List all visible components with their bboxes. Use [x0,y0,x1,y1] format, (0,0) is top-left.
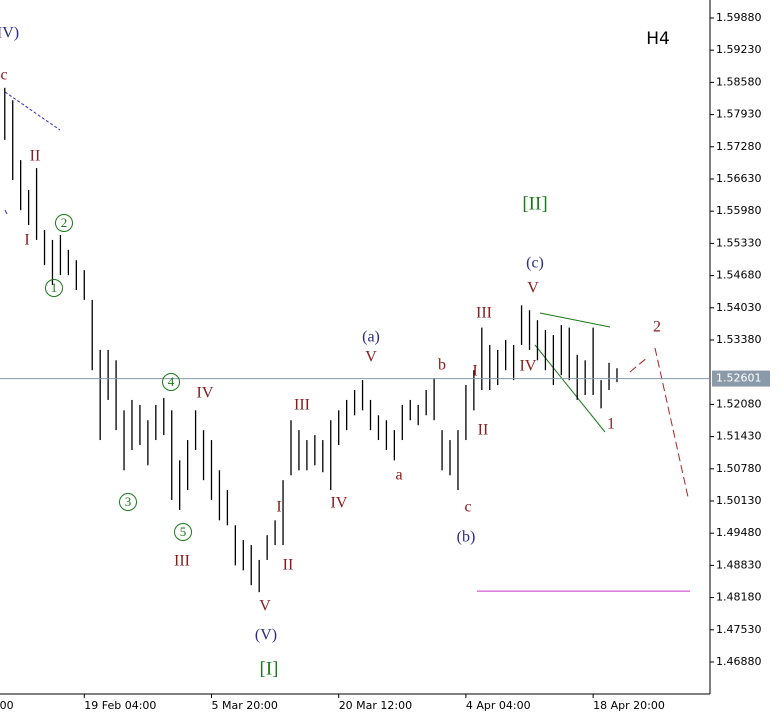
x-tick-label: 4 Apr 04:00 [466,699,531,712]
wave-circle [174,523,192,541]
wave-label: 2 [61,215,68,230]
y-tick-label: 1.56630 [716,172,762,185]
trend-line [4,209,8,215]
wave-label: [I] [260,658,279,679]
wave-label: 5 [180,524,187,539]
triangle-line [534,344,606,433]
wave-label: a [395,467,402,484]
wave-label: III [174,553,190,570]
wave-label: (b) [457,529,476,546]
wave-label: I [276,499,281,516]
x-tick-label: 20 Mar 12:00 [339,699,412,712]
current-price-box [712,370,770,387]
wave-circle [119,493,137,511]
wave-circle [45,279,63,297]
current-price-label: 1.52601 [716,372,762,385]
wave-label: (a) [362,329,380,346]
wave-label: IV [331,495,348,512]
timeframe: H4 [646,29,670,49]
wave-circle [55,214,73,232]
y-tick-label: 1.57930 [716,108,762,121]
wave-label: I [472,363,477,380]
wave-label: III [294,397,310,414]
y-tick-label: 1.59230 [716,43,762,56]
wave-label: 1 [607,416,615,433]
x-tick-label: 19 Feb 04:00 [84,699,156,712]
wave-label: 3 [125,494,132,509]
wave-label: c [464,499,471,516]
y-tick-label: 1.55330 [716,236,762,249]
forecast-line [629,356,649,373]
y-tick-label: 1.48830 [716,558,762,571]
y-tick-label: 1.55980 [716,204,762,217]
y-tick-label: 1.50130 [716,494,762,507]
wave-label: V [365,349,377,366]
wave-label: 2 [653,319,661,336]
y-tick-label: 1.51430 [716,430,762,443]
y-tick-label: 1.46880 [716,655,762,668]
wave-label: (V) [255,627,277,644]
x-tick-label: 5 Mar 20:00 [211,699,277,712]
wave-label: I [24,232,29,249]
triangle-line [539,312,611,328]
y-tick-label: 1.58580 [716,75,762,88]
y-tick-label: 1.59880 [716,11,762,24]
y-tick-label: 1.54030 [716,301,762,314]
y-tick-label: 1.54680 [716,269,762,282]
x-tick-label: 18 Apr 20:00 [593,699,665,712]
wave-label: (c) [526,255,544,272]
wave-label: V [527,280,539,297]
wave-label: 4 [168,374,175,389]
y-tick-label: 1.48180 [716,591,762,604]
wave-label: II [283,557,294,574]
wave-circle [162,373,180,391]
y-tick-label: 1.57280 [716,140,762,153]
forecast-line [654,347,689,498]
wave-label: IV [520,358,537,375]
y-tick-label: 1.49480 [716,526,762,539]
wave-label: c [0,67,7,84]
wave-label: II [478,422,489,439]
wave-label: IV) [0,25,19,42]
x-tick-label: 2:00 [0,699,14,712]
wave-label: [II] [522,193,547,214]
wave-label: III [476,305,492,322]
wave-label: V [259,598,271,615]
y-tick-label: 1.53380 [716,333,762,346]
wave-label: b [438,357,446,374]
y-tick-label: 1.50780 [716,462,762,475]
wave-label: II [30,148,41,165]
y-tick-label: 1.52080 [716,397,762,410]
wave-label: IV [197,385,214,402]
trend-line [4,91,61,131]
wave-label: 1 [51,280,58,295]
y-tick-label: 1.47530 [716,623,762,636]
